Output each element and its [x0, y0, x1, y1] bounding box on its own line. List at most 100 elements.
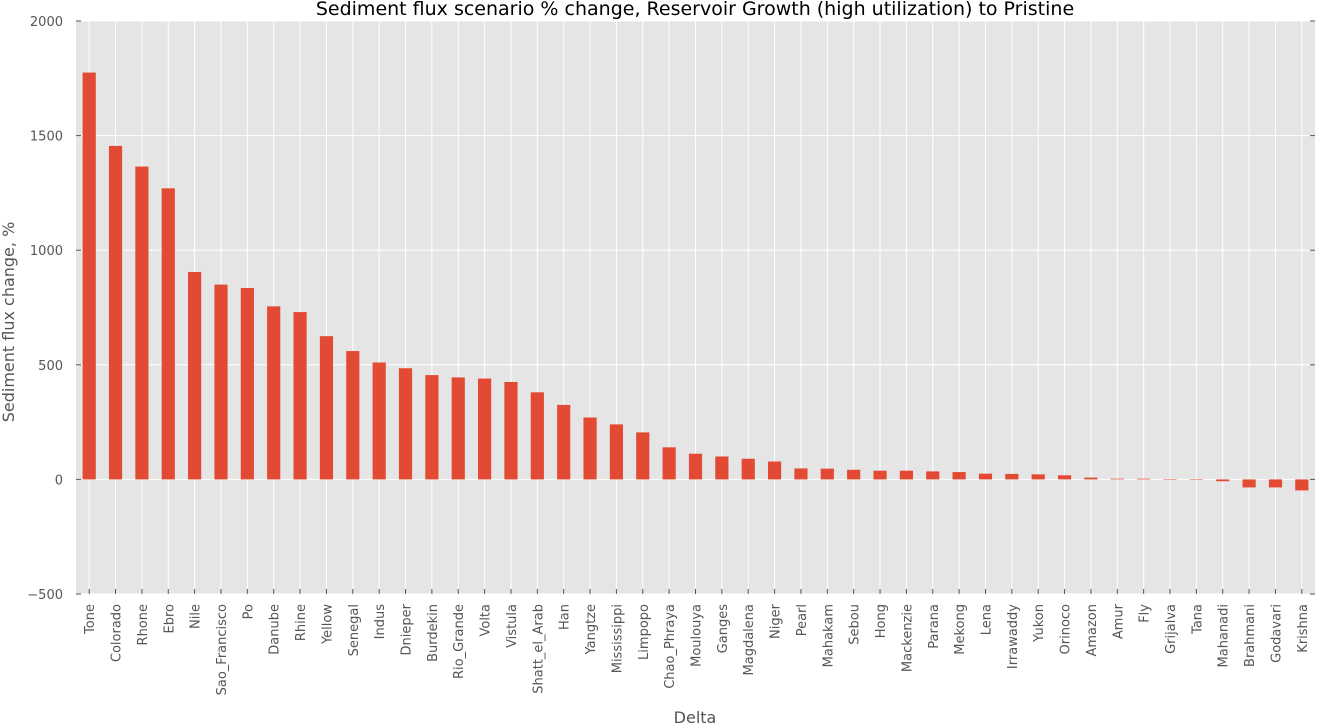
y-tick-label: −500 [27, 588, 63, 603]
x-tick-label: Burdekin [426, 604, 441, 662]
bar-mackenzie [899, 470, 913, 480]
x-tick-label: Lena [979, 604, 994, 635]
x-tick-label: Senegal [347, 604, 362, 656]
x-tick-label: Godavari [1269, 604, 1284, 663]
x-tick-label: Yangtze [584, 604, 599, 656]
bars-group [82, 72, 1309, 491]
x-tick-label: Mahanadi [1217, 604, 1232, 667]
y-axis-title: Sediment flux change, % [0, 222, 18, 423]
x-tick-label: Grijalva [1164, 604, 1179, 654]
x-tick-label: Chao_Phraya [663, 604, 678, 689]
x-tick-label: Nile [189, 604, 204, 629]
bar-ganges [715, 456, 729, 480]
x-tick-label: Dnieper [400, 603, 415, 655]
x-tick-label: Yukon [1032, 604, 1047, 643]
x-tick-label: Moulouya [690, 604, 705, 667]
bar-senegal [346, 351, 360, 480]
x-tick-label: Magdalena [742, 604, 757, 675]
x-axis-title: Delta [674, 708, 717, 724]
x-tick-label: Mackenzie [900, 604, 915, 672]
bar-sao-francisco [214, 284, 228, 480]
bar-hong [873, 470, 887, 480]
y-tick-label: 1000 [30, 244, 63, 259]
bar-pearl [794, 468, 808, 480]
bar-brahmani [1242, 479, 1256, 488]
bar-nile [188, 271, 202, 480]
y-axis-ticks: −500 0 500 1000 1500 2000 [27, 15, 1315, 603]
chart-title: Sediment flux scenario % change, Reservo… [316, 0, 1074, 20]
y-tick-label: 500 [38, 359, 63, 374]
bar-yukon [1031, 474, 1045, 480]
bar-rio-grande [451, 377, 465, 480]
x-tick-label: Po [241, 604, 256, 619]
x-tick-label: Brahmani [1243, 604, 1258, 667]
bar-shatt-el-arab [530, 392, 544, 480]
bar-rhone [135, 166, 149, 480]
x-tick-label: Tone [83, 604, 98, 635]
x-tick-label: Ganges [716, 604, 731, 654]
bar-moulouya [688, 453, 703, 480]
bar-amur [1110, 478, 1124, 480]
x-tick-label: Mekong [953, 604, 968, 655]
x-tick-label: Hong [874, 604, 889, 638]
x-tick-label: Fly [1138, 604, 1153, 623]
x-tick-label: Volta [479, 604, 494, 637]
bar-mahakam [820, 468, 834, 480]
y-tick-label: 1500 [30, 130, 63, 145]
bar-han [557, 404, 571, 480]
bar-tone [82, 72, 96, 480]
bar-lena [978, 473, 993, 480]
bar-volta [478, 378, 492, 480]
bar-colorado [108, 145, 123, 480]
x-tick-label: Rhine [294, 604, 309, 641]
bar-chao-phraya [662, 447, 676, 480]
x-tick-label: Amazon [1085, 604, 1100, 657]
y-tick-label: 2000 [30, 15, 63, 30]
bar-mekong [952, 472, 966, 480]
y-tick-label: 0 [55, 473, 63, 488]
bar-tana [1189, 479, 1203, 480]
bar-mahanadi [1216, 479, 1230, 482]
bar-mississippi [609, 424, 624, 480]
x-tick-label: Limpopo [637, 604, 652, 660]
x-tick-label: Colorado [110, 604, 125, 662]
x-tick-label: Orinoco [1059, 604, 1074, 655]
bar-limpopo [636, 432, 650, 480]
x-tick-label: Parana [927, 604, 942, 649]
bar-fly [1137, 478, 1151, 480]
x-tick-label: Indus [373, 604, 388, 640]
bar-niger [767, 461, 782, 480]
x-tick-label: Ebro [162, 604, 177, 634]
bar-rhine [293, 312, 307, 480]
bar-indus [372, 362, 386, 480]
bar-krishna [1295, 479, 1309, 491]
bar-yellow [319, 336, 334, 480]
x-tick-label: Irrawaddy [1006, 604, 1021, 669]
bar-yangtze [583, 417, 597, 480]
bar-grijalva [1163, 479, 1177, 480]
x-tick-label: Vistula [505, 604, 520, 648]
bar-godavari [1268, 479, 1283, 488]
bar-vistula [504, 381, 518, 480]
x-tick-label: Tana [1190, 604, 1205, 635]
x-tick-label: Mississippi [610, 604, 625, 673]
bar-danube [267, 306, 281, 480]
x-tick-label: Yellow [320, 604, 335, 645]
bar-parana [926, 471, 940, 480]
x-tick-label: Amur [1111, 603, 1126, 639]
x-axis-ticks: Tone Colorado Rhone Ebro Nile Sao_Francisco Po… [83, 589, 1311, 695]
bar-sebou [847, 469, 861, 480]
bar-burdekin [425, 375, 439, 480]
x-tick-label: Rio_Grande [452, 604, 467, 679]
x-tick-label: Krishna [1296, 604, 1311, 653]
bar-dnieper [398, 368, 413, 480]
x-tick-label: Rhone [136, 604, 151, 645]
bar-po [240, 288, 254, 480]
x-tick-label: Shatt_el_Arab [531, 604, 546, 694]
x-tick-label: Niger [769, 603, 784, 639]
x-tick-label: Pearl [795, 604, 810, 636]
x-tick-label: Danube [268, 604, 283, 655]
x-tick-label: Mahakam [821, 604, 836, 667]
bar-irrawaddy [1005, 473, 1019, 480]
